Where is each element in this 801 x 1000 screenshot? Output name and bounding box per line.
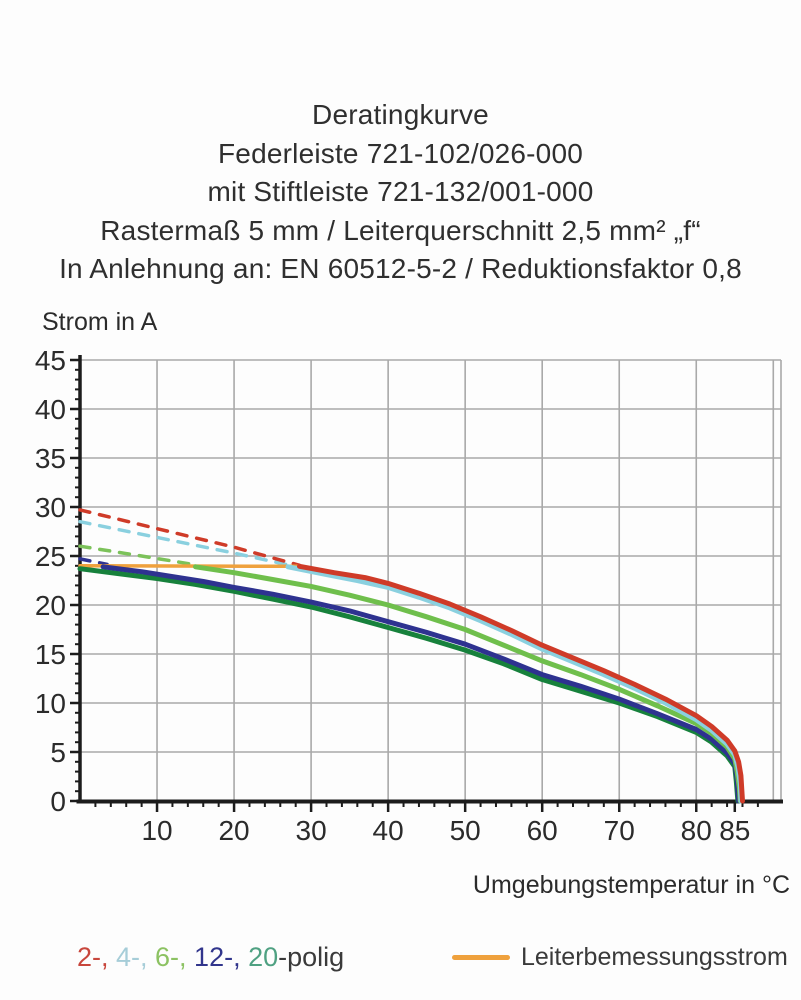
x-tick-label-70: 70 <box>604 815 635 846</box>
curve-4-polig-dashed <box>78 519 290 567</box>
curve-12-polig-solid <box>100 564 742 804</box>
chart-subtitle-line-2: mit Stiftleiste 721-132/001-000 <box>207 176 594 207</box>
curve-2-polig-dashed <box>78 508 302 568</box>
y-tick-label-15: 15 <box>35 639 66 670</box>
x-tick-label-85: 85 <box>719 815 750 846</box>
legend-pole-token: 2-, <box>77 942 117 972</box>
legend-pole-token: 6-, <box>155 942 195 972</box>
rated-current-legend: Leiterbemessungsstrom <box>452 940 788 974</box>
chart-title-block: Deratingkurve Federleiste 721-102/026-00… <box>0 96 801 289</box>
x-axis-title: Umgebungstemperatur in °C <box>473 871 790 899</box>
legend-pole-token: 20 <box>248 942 279 972</box>
y-tick-label-0: 0 <box>50 786 66 817</box>
x-tick-label-30: 30 <box>296 815 327 846</box>
curve-2-polig-solid <box>297 563 745 804</box>
x-tick-label-20: 20 <box>218 815 249 846</box>
chart-subtitle-line-4: In Anlehnung an: EN 60512-5-2 / Reduktio… <box>59 253 742 284</box>
poles-legend: 2-, 4-, 6-, 12-, 20-polig <box>77 940 344 974</box>
curve-6-polig-dashed <box>78 544 198 567</box>
legend-pole-token: -polig <box>278 942 345 972</box>
y-tick-label-40: 40 <box>35 394 66 425</box>
x-tick-label-60: 60 <box>527 815 558 846</box>
curve-leiterbemessungsstrom-rated <box>78 564 302 569</box>
curve-12-polig-dashed <box>78 557 109 567</box>
y-axis-title: Strom in A <box>42 308 158 336</box>
x-tick-label-40: 40 <box>373 815 404 846</box>
y-tick-label-25: 25 <box>35 541 66 572</box>
rated-current-label: Leiterbemessungsstrom <box>521 943 788 971</box>
y-tick-label-45: 45 <box>35 345 66 376</box>
x-tick-label-10: 10 <box>141 815 172 846</box>
rated-current-line-swatch <box>452 954 510 960</box>
chart-subtitle-line-1: Federleiste 721-102/026-000 <box>218 137 583 169</box>
y-tick-label-30: 30 <box>35 492 66 523</box>
x-tick-label-80: 80 <box>681 815 712 846</box>
curve-4-polig-solid <box>285 564 744 804</box>
legend-pole-token: 12-, <box>194 942 249 972</box>
y-tick-label-35: 35 <box>35 443 66 474</box>
y-tick-label-20: 20 <box>35 590 66 621</box>
chart-title: Deratingkurve <box>312 99 489 130</box>
x-tick-label-50: 50 <box>450 815 481 846</box>
y-tick-label-10: 10 <box>35 688 66 719</box>
chart-subtitle-line-3: Rastermaß 5 mm / Leiterquerschnitt 2,5 m… <box>100 214 701 246</box>
legend-pole-token: 4-, <box>116 942 156 972</box>
y-tick-label-5: 5 <box>50 737 66 768</box>
